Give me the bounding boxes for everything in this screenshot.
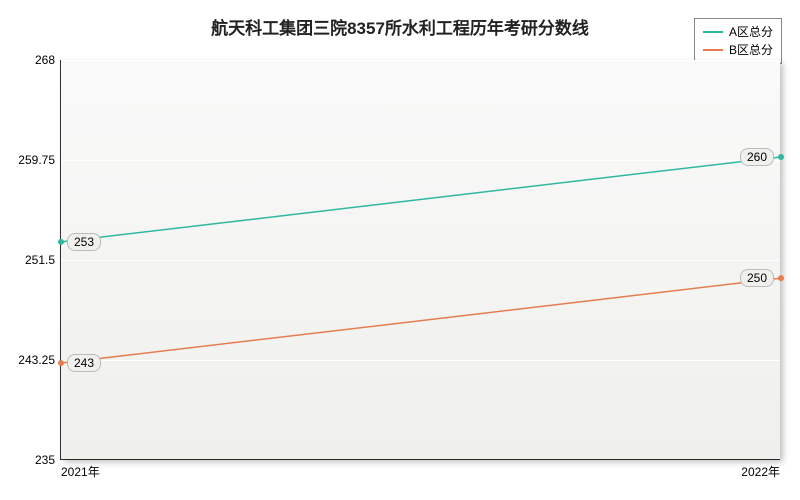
chart-title: 航天科工集团三院8357所水利工程历年考研分数线 [0,14,800,39]
point-label: 250 [740,269,774,287]
legend-item-b: B区总分 [703,41,773,59]
y-tick-label: 259.75 [18,153,61,167]
x-tick-label: 2021年 [61,459,100,480]
series-marker [58,239,64,245]
y-tick-label: 251.5 [25,253,61,267]
point-label: 253 [67,233,101,251]
series-svg [61,60,781,460]
point-label: 260 [740,148,774,166]
y-tick-label: 268 [35,53,61,67]
legend-swatch-a [703,31,723,33]
series-marker [778,275,784,281]
series-marker [58,360,64,366]
legend: A区总分 B区总分 [694,18,782,64]
y-tick-label: 243.25 [18,353,61,367]
legend-label-a: A区总分 [729,23,773,41]
series-line [61,157,781,242]
point-label: 243 [67,354,101,372]
series-marker [778,154,784,160]
legend-swatch-b [703,49,723,51]
chart-container: 航天科工集团三院8357所水利工程历年考研分数线 A区总分 B区总分 235 24… [0,0,800,500]
y-tick-label: 235 [35,453,61,467]
x-tick-label: 2022年 [741,459,780,480]
legend-item-a: A区总分 [703,23,773,41]
series-line [61,278,781,363]
legend-label-b: B区总分 [729,41,773,59]
plot-area: 235243.25251.5259.752682021年2022年2532602… [60,60,780,460]
